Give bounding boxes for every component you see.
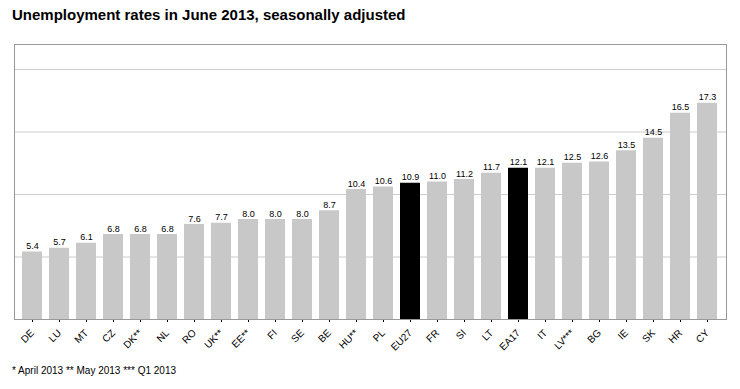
svg-text:12.6: 12.6 — [591, 151, 609, 161]
svg-text:FR: FR — [424, 327, 441, 344]
svg-text:6.8: 6.8 — [161, 224, 174, 234]
svg-text:HU**: HU** — [337, 327, 361, 351]
svg-text:7.7: 7.7 — [215, 212, 228, 222]
svg-text:10.9: 10.9 — [402, 172, 420, 182]
html-text:* April 2013 ** May 2013 *** Q: * April 2013 ** May 2013 *** Q1 2013 — [12, 365, 176, 376]
svg-text:17.3: 17.3 — [699, 92, 717, 102]
svg-text:HR: HR — [666, 327, 684, 345]
svg-text:8.0: 8.0 — [269, 209, 282, 219]
svg-text:LU: LU — [46, 327, 63, 344]
svg-text:14.5: 14.5 — [645, 127, 663, 137]
svg-text:BE: BE — [316, 327, 333, 344]
svg-text:8.0: 8.0 — [242, 209, 255, 219]
svg-text:RO: RO — [180, 327, 199, 346]
svg-text:EA17: EA17 — [497, 327, 522, 352]
svg-text:8.7: 8.7 — [323, 200, 336, 210]
svg-text:6.8: 6.8 — [134, 224, 147, 234]
svg-text:7.6: 7.6 — [188, 214, 201, 224]
svg-text:8.0: 8.0 — [296, 209, 309, 219]
svg-text:IE: IE — [616, 327, 631, 342]
svg-text:DK**: DK** — [121, 327, 144, 350]
svg-text:LV***: LV*** — [552, 327, 576, 351]
svg-text:BG: BG — [585, 327, 603, 345]
svg-text:16.5: 16.5 — [672, 102, 690, 112]
svg-text:13.5: 13.5 — [618, 140, 636, 150]
svg-text:5.4: 5.4 — [26, 241, 39, 251]
svg-text:LT: LT — [480, 327, 496, 343]
html-text:Unemployment rates in June 201: Unemployment rates in June 2013, seasona… — [12, 6, 406, 23]
svg-text:EE**: EE** — [229, 327, 252, 350]
svg-text:11.7: 11.7 — [483, 162, 500, 172]
svg-text:SI: SI — [454, 327, 468, 341]
svg-text:11.0: 11.0 — [429, 171, 446, 181]
svg-text:IT: IT — [535, 327, 549, 341]
svg-text:CY: CY — [694, 327, 712, 345]
svg-text:PL: PL — [371, 327, 388, 344]
svg-text:NL: NL — [154, 327, 171, 344]
svg-text:UK**: UK** — [202, 327, 225, 350]
svg-text:10.6: 10.6 — [375, 176, 393, 186]
svg-text:12.5: 12.5 — [564, 152, 582, 162]
svg-text:12.1: 12.1 — [537, 157, 555, 167]
svg-text:6.8: 6.8 — [107, 224, 120, 234]
svg-text:DE: DE — [19, 327, 37, 345]
svg-text:FI: FI — [265, 327, 279, 341]
svg-text:MT: MT — [72, 327, 90, 345]
svg-text:SE: SE — [289, 327, 306, 344]
svg-text:CZ: CZ — [100, 327, 117, 344]
svg-text:12.1: 12.1 — [510, 157, 528, 167]
svg-text:10.4: 10.4 — [348, 179, 366, 189]
svg-text:6.1: 6.1 — [80, 232, 93, 242]
svg-text:11.2: 11.2 — [456, 169, 473, 179]
svg-text:EU27: EU27 — [389, 327, 415, 353]
svg-text:5.7: 5.7 — [53, 237, 66, 247]
svg-text:SK: SK — [640, 327, 657, 344]
